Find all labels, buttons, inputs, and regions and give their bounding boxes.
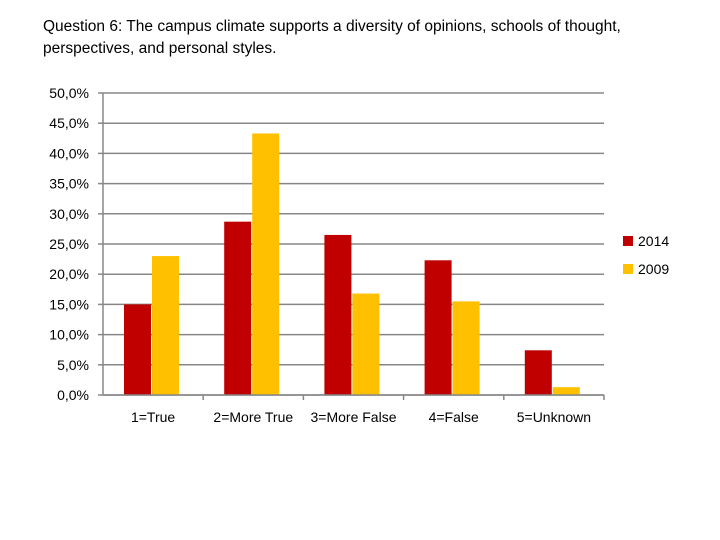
legend-label-2009: 2009: [638, 261, 669, 277]
x-tick-label: 4=False: [429, 409, 479, 425]
gridlines: [103, 92, 604, 396]
y-tick-label: 45,0%: [49, 115, 89, 131]
x-tick-label: 3=More False: [311, 409, 397, 425]
y-tick-label: 5,0%: [57, 357, 89, 373]
x-axis: 1=True 2=More True 3=More False 4=False 5=Un…: [103, 394, 605, 425]
x-tick-label: 1=True: [131, 409, 175, 425]
bar-2014-2: [224, 221, 252, 395]
bar-2009-2: [252, 133, 280, 395]
bar-2009-3: [352, 293, 380, 395]
bar-2009-4: [452, 301, 480, 395]
bar-2014-1: [124, 304, 151, 395]
y-tick-label: 20,0%: [49, 266, 89, 282]
y-tick-label: 30,0%: [49, 206, 89, 222]
bar-2009-5: [552, 387, 580, 395]
y-tick-label: 15,0%: [49, 296, 89, 312]
y-tick-label: 35,0%: [49, 176, 89, 192]
legend-swatch-2014: [623, 236, 633, 246]
legend: 2014 2009: [623, 233, 669, 277]
y-axis: 0,0% 5,0% 10,0% 15,0% 20,0% 25,0% 30,0% 35,0% 40…: [49, 85, 104, 403]
y-tick-label: 10,0%: [49, 327, 89, 343]
page-title: Question 6: The campus climate supports …: [43, 18, 621, 57]
y-tick-label: 50,0%: [49, 85, 89, 101]
y-tick-label: 25,0%: [49, 236, 89, 252]
bar-2014-4: [424, 260, 452, 395]
bars: [124, 133, 580, 395]
legend-label-2014: 2014: [638, 233, 669, 249]
legend-swatch-2009: [623, 264, 633, 274]
x-tick-label: 2=More True: [213, 409, 293, 425]
bar-2009-1: [152, 256, 179, 395]
bar-2014-5: [524, 350, 552, 395]
x-tick-label: 5=Unknown: [517, 409, 591, 425]
bar-2014-3: [324, 234, 352, 395]
y-tick-label: 40,0%: [49, 145, 89, 161]
y-tick-label: 0,0%: [57, 387, 89, 403]
